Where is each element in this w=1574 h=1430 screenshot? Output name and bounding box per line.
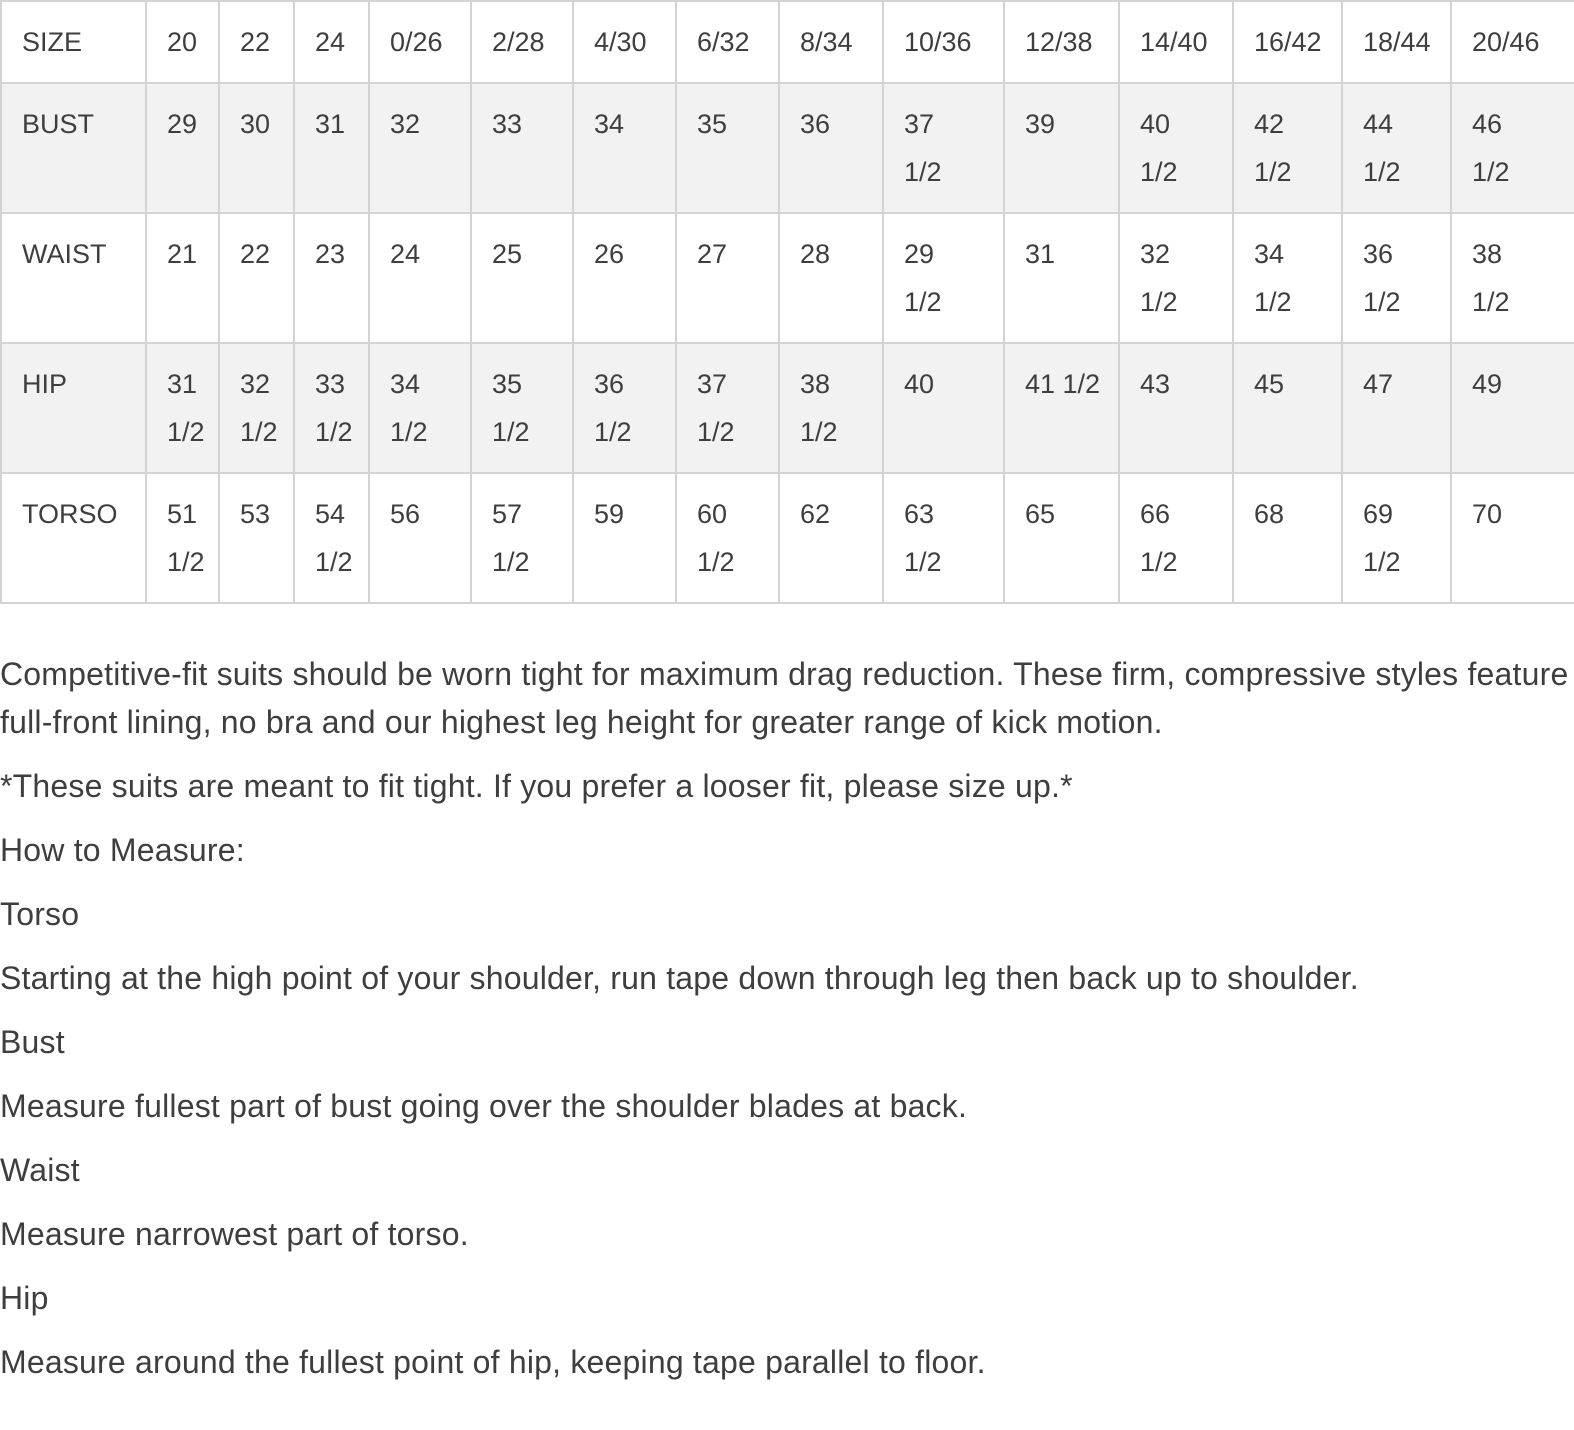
measure-bust-label: Bust [0, 1024, 65, 1060]
hip-row: HIP 31 1/2 32 1/2 33 1/2 34 1/2 35 1/2 3… [0, 342, 1574, 474]
table-cell: 37 1/2 [675, 342, 780, 474]
table-cell: 24 [293, 0, 370, 84]
table-cell: 47 [1341, 342, 1452, 474]
table-cell: 39 [1003, 82, 1120, 214]
table-cell: 20/46 [1450, 0, 1574, 84]
table-cell: 66 1/2 [1118, 472, 1234, 604]
table-cell: 40 [882, 342, 1005, 474]
fit-description-text: Competitive-fit suits should be worn tig… [0, 656, 1569, 740]
table-cell: 31 1/2 [145, 342, 220, 474]
row-header-torso: TORSO [0, 472, 147, 604]
table-cell: 6/32 [675, 0, 780, 84]
table-cell: 21 [145, 212, 220, 344]
row-header-hip: HIP [0, 342, 147, 474]
table-cell: 45 [1232, 342, 1343, 474]
table-cell: 23 [293, 212, 370, 344]
table-cell: 22 [218, 0, 295, 84]
table-cell: 70 [1450, 472, 1574, 604]
table-cell: 14/40 [1118, 0, 1234, 84]
table-cell: 28 [778, 212, 884, 344]
table-cell: 34 1/2 [1232, 212, 1343, 344]
table-cell: 8/34 [778, 0, 884, 84]
measure-hip-instructions: Measure around the fullest point of hip,… [0, 1344, 986, 1380]
table-cell: 36 1/2 [572, 342, 677, 474]
table-cell: 31 [293, 82, 370, 214]
table-cell: 32 [368, 82, 472, 214]
table-cell: 44 1/2 [1341, 82, 1452, 214]
table-cell: 59 [572, 472, 677, 604]
table-cell: 25 [470, 212, 574, 344]
table-cell: 24 [368, 212, 472, 344]
table-cell: 62 [778, 472, 884, 604]
table-cell: 27 [675, 212, 780, 344]
table-cell: 41 1/2 [1003, 342, 1120, 474]
table-cell: 56 [368, 472, 472, 604]
size-row: SIZE 20 22 24 0/26 2/28 4/30 6/32 8/34 1… [0, 0, 1574, 84]
table-cell: 31 [1003, 212, 1120, 344]
fit-note-text: *These suits are meant to fit tight. If … [0, 768, 1073, 804]
waist-row: WAIST 21 22 23 24 25 26 27 28 29 1/2 31 … [0, 212, 1574, 344]
table-cell: 38 1/2 [778, 342, 884, 474]
table-cell: 38 1/2 [1450, 212, 1574, 344]
table-cell: 29 [145, 82, 220, 214]
table-cell: 40 1/2 [1118, 82, 1234, 214]
table-cell: 34 1/2 [368, 342, 472, 474]
measure-waist-instructions: Measure narrowest part of torso. [0, 1216, 469, 1252]
table-cell: 2/28 [470, 0, 574, 84]
row-header-waist: WAIST [0, 212, 147, 344]
table-cell: 42 1/2 [1232, 82, 1343, 214]
table-cell: 18/44 [1341, 0, 1452, 84]
table-cell: 34 [572, 82, 677, 214]
row-header-size: SIZE [0, 0, 147, 84]
table-cell: 22 [218, 212, 295, 344]
table-cell: 16/42 [1232, 0, 1343, 84]
table-cell: 33 [470, 82, 574, 214]
torso-row: TORSO 51 1/2 53 54 1/2 56 57 1/2 59 60 1… [0, 472, 1574, 604]
measure-bust-instructions: Measure fullest part of bust going over … [0, 1088, 968, 1124]
table-cell: 54 1/2 [293, 472, 370, 604]
table-cell: 35 1/2 [470, 342, 574, 474]
table-cell: 10/36 [882, 0, 1005, 84]
table-cell: 43 [1118, 342, 1234, 474]
measure-waist-label: Waist [0, 1152, 80, 1188]
bust-row: BUST 29 30 31 32 33 34 35 36 37 1/2 39 4… [0, 82, 1574, 214]
measure-torso-instructions: Starting at the high point of your shoul… [0, 960, 1359, 996]
table-cell: 26 [572, 212, 677, 344]
table-cell: 33 1/2 [293, 342, 370, 474]
table-cell: 63 1/2 [882, 472, 1005, 604]
table-cell: 35 [675, 82, 780, 214]
table-cell: 46 1/2 [1450, 82, 1574, 214]
row-header-bust: BUST [0, 82, 147, 214]
table-cell: 0/26 [368, 0, 472, 84]
table-cell: 4/30 [572, 0, 677, 84]
table-cell: 53 [218, 472, 295, 604]
measure-hip-label: Hip [0, 1280, 49, 1316]
table-cell: 49 [1450, 342, 1574, 474]
table-cell: 20 [145, 0, 220, 84]
table-cell: 69 1/2 [1341, 472, 1452, 604]
table-cell: 12/38 [1003, 0, 1120, 84]
table-cell: 68 [1232, 472, 1343, 604]
size-chart-table: SIZE 20 22 24 0/26 2/28 4/30 6/32 8/34 1… [0, 0, 1574, 604]
table-cell: 36 1/2 [1341, 212, 1452, 344]
size-chart-notes: Competitive-fit suits should be worn tig… [0, 650, 1574, 1386]
table-cell: 36 [778, 82, 884, 214]
how-to-measure-heading: How to Measure: [0, 832, 245, 868]
table-cell: 32 1/2 [1118, 212, 1234, 344]
table-cell: 51 1/2 [145, 472, 220, 604]
table-cell: 57 1/2 [470, 472, 574, 604]
table-cell: 32 1/2 [218, 342, 295, 474]
table-cell: 60 1/2 [675, 472, 780, 604]
table-cell: 65 [1003, 472, 1120, 604]
table-cell: 37 1/2 [882, 82, 1005, 214]
table-cell: 30 [218, 82, 295, 214]
size-chart-section: SIZE 20 22 24 0/26 2/28 4/30 6/32 8/34 1… [0, 0, 1574, 1386]
table-cell: 29 1/2 [882, 212, 1005, 344]
measure-torso-label: Torso [0, 896, 80, 932]
